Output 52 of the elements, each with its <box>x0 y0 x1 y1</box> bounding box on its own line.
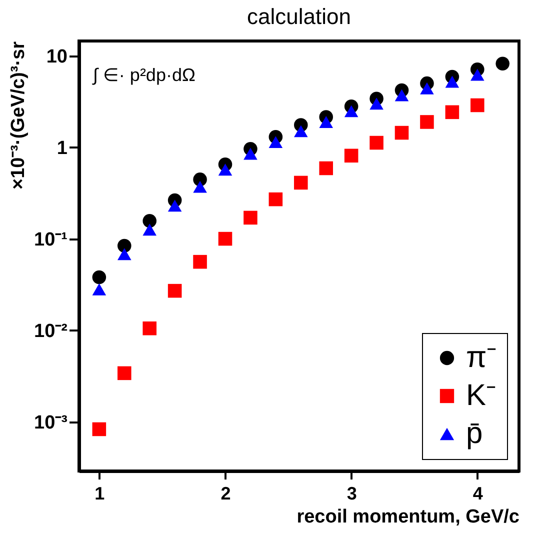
point <box>319 161 333 176</box>
point <box>244 148 258 160</box>
point <box>142 214 156 228</box>
y-tick-label: 10⁻¹ <box>34 229 68 250</box>
point <box>268 192 283 206</box>
point <box>394 126 409 140</box>
y-axis-title: ×10⁻³·(GeV/c)³·sr <box>8 40 30 190</box>
point <box>294 125 308 138</box>
chart-title: calculation <box>247 4 351 29</box>
point <box>445 76 460 88</box>
point <box>117 238 132 253</box>
annotation: ∫ ∈· p²dp·dΩ <box>92 65 196 85</box>
point <box>193 254 207 269</box>
point <box>420 115 434 129</box>
point <box>294 176 308 190</box>
point <box>117 366 132 380</box>
y-tick-label: 1 <box>56 138 68 159</box>
point <box>370 98 384 110</box>
x-tick-label: 4 <box>472 484 483 504</box>
point <box>168 200 182 212</box>
y-tick-label: 10⁻² <box>34 320 68 342</box>
point <box>92 270 106 284</box>
point <box>92 283 106 296</box>
point <box>470 68 484 81</box>
point <box>370 136 384 150</box>
point <box>496 56 510 71</box>
point <box>142 224 156 236</box>
point <box>92 422 106 436</box>
x-axis-title: recoil momentum, GeV/c <box>296 506 520 528</box>
legend-label: π⁻ <box>466 341 497 374</box>
point <box>193 180 207 193</box>
point <box>117 248 132 260</box>
x-tick-label: 2 <box>220 484 231 504</box>
point <box>218 164 232 176</box>
point <box>142 321 156 336</box>
point <box>344 105 358 118</box>
x-tick-label: 1 <box>94 484 105 504</box>
point <box>168 284 182 298</box>
point <box>445 105 460 120</box>
point <box>420 82 434 94</box>
y-tick-label: 10⁻³ <box>34 412 68 434</box>
point <box>218 232 232 246</box>
legend-label: p̄ <box>466 417 483 450</box>
point <box>319 116 333 128</box>
x-tick-label: 3 <box>346 484 357 504</box>
y-tick-label: 10 <box>46 46 68 68</box>
legend-label: K⁻ <box>466 379 496 412</box>
point <box>470 98 484 112</box>
point <box>344 148 358 163</box>
point <box>244 210 258 225</box>
point <box>394 89 409 102</box>
point <box>268 136 283 148</box>
